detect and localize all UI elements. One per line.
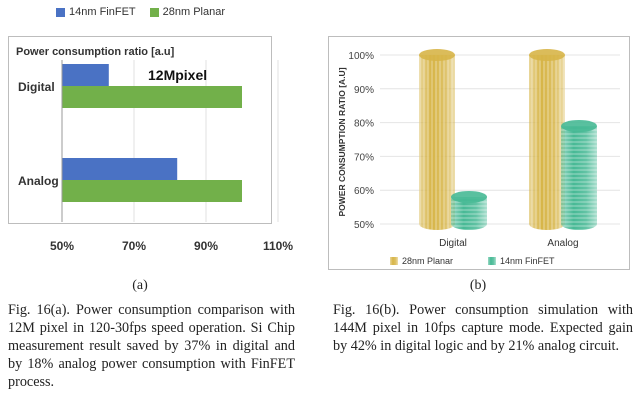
chart-b-bar (529, 49, 565, 230)
chart-b-bar-texture (561, 125, 597, 230)
chart-b-bar (451, 190, 487, 230)
chart-a: 50% 70% 90% 110% Power consumption ratio [a.… (16, 46, 293, 253)
chart-a-annotation: 12Mpixel (148, 67, 207, 83)
chart-a-bar (62, 180, 242, 202)
chart-b-bar-top (419, 49, 455, 61)
chart-a-subtitle: Power consumption ratio [a.u] (16, 46, 175, 58)
chart-a-bar (62, 158, 178, 180)
chart-a-xtick: 90% (194, 239, 218, 253)
chart-b-bar-top (529, 49, 565, 61)
chart-b-bar-texture (419, 55, 455, 230)
chart-b-panel: 50% 60% 70% 80% 90% 100% POWER CONSUMPTION RAT… (318, 0, 640, 300)
subcaption-a: (a) (132, 278, 148, 293)
chart-a-legend: 14nm FinFET 28nm Planar (56, 6, 239, 18)
legend-label-finfet: 14nm FinFET (69, 6, 136, 18)
chart-a-xtick: 110% (263, 239, 293, 253)
chart-a-panel: 14nm FinFET 28nm Planar 50% 70% 90% 110% Pow… (0, 0, 300, 300)
chart-b-ytick: 70% (354, 152, 374, 163)
chart-a-bar (62, 64, 109, 86)
chart-a-category-label: Digital (18, 80, 55, 94)
chart-b-ytick: 80% (354, 119, 374, 130)
chart-b-bar-texture (529, 55, 565, 230)
caption-b: Fig. 16(b). Power consumption simulation… (333, 302, 633, 354)
chart-b-bar-texture (451, 196, 487, 230)
subcaption-b: (b) (469, 278, 487, 293)
chart-a-bar (62, 86, 242, 108)
legend-swatch-finfet (56, 7, 65, 17)
chart-b-ytick: 100% (348, 51, 374, 62)
chart-b-category-label: Analog (547, 238, 578, 249)
chart-a-category-label: Analog (18, 174, 59, 188)
chart-b-bar (419, 49, 455, 230)
chart-b-ytick: 50% (354, 220, 374, 231)
chart-b-legend-swatch (390, 257, 398, 265)
chart-b-category-label: Digital (439, 238, 467, 249)
legend-label-planar: 28nm Planar (162, 6, 226, 18)
chart-b-legend-swatch (488, 257, 496, 265)
legend-item-finfet: 14nm FinFET (56, 6, 136, 18)
chart-b-ytick: 60% (354, 186, 374, 197)
chart-b-legend-label: 28nm Planar (402, 256, 453, 266)
chart-b-legend-label: 14nm FinFET (500, 256, 555, 266)
chart-a-xtick: 50% (50, 239, 74, 253)
chart-b-ylabel: POWER CONSUMPTION RATIO [A.U] (337, 67, 347, 216)
chart-b-bar (561, 119, 597, 230)
legend-item-planar: 28nm Planar (149, 6, 226, 18)
chart-a-xtick: 70% (122, 239, 146, 253)
chart-b-bar-top (451, 190, 487, 203)
legend-swatch-planar (149, 7, 159, 17)
caption-a: Fig. 16(a). Power consumption comparison… (8, 302, 295, 390)
chart-b-ytick: 90% (354, 85, 374, 96)
chart-b: 50% 60% 70% 80% 90% 100%POWER CONSUMPTION RAT… (337, 49, 620, 266)
chart-b-bar-top (561, 119, 597, 132)
